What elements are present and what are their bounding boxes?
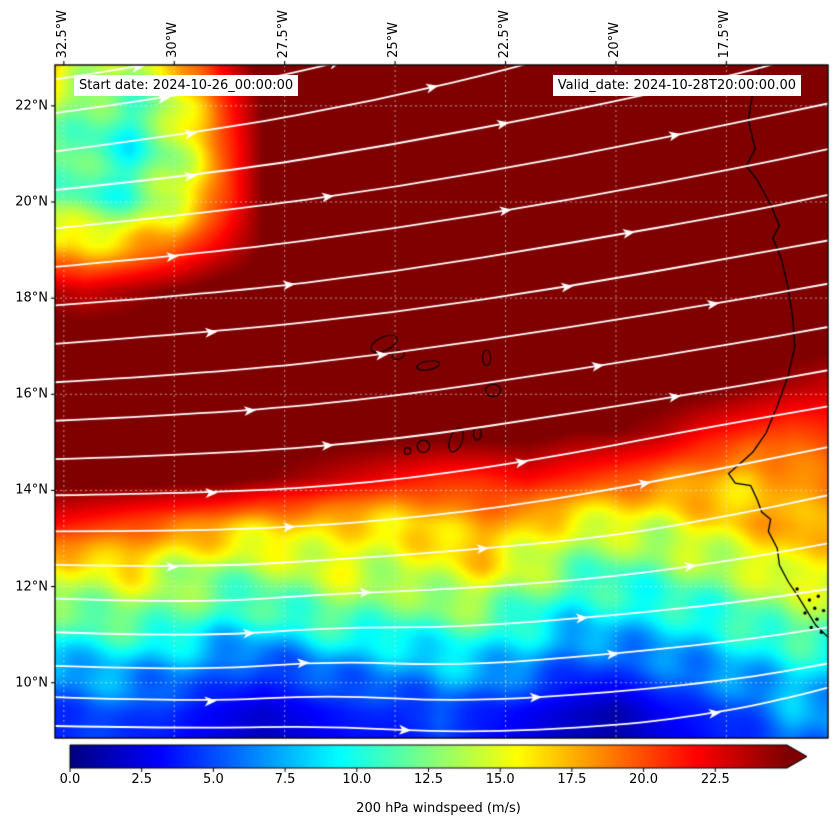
start-date-annotation: Start date: 2024-10-26_00:00:00 (74, 75, 299, 96)
x-tick-label: 32.5°W (54, 9, 70, 58)
colorbar-tick-label: 12.5 (414, 772, 443, 787)
colorbar-tick-label: 2.5 (131, 772, 153, 787)
x-tick-label: 17.5°W (717, 9, 733, 58)
y-tick-label: 22°N (15, 98, 48, 114)
x-tick-label: 25°W (386, 22, 402, 58)
colorbar-tick-label: 5.0 (203, 772, 224, 787)
y-tick-label: 16°N (15, 386, 48, 402)
x-tick-label: 27.5°W (275, 9, 291, 58)
colorbar-tick-label: 7.5 (274, 772, 296, 787)
colorbar-tick-label: 20.0 (629, 772, 659, 787)
colorbar-tick-label: 10.0 (342, 772, 372, 787)
x-tick-label: 22.5°W (496, 9, 512, 58)
y-tick-label: 14°N (15, 482, 48, 498)
colorbar-tick-label: 22.5 (700, 772, 730, 787)
y-tick-label: 20°N (15, 194, 48, 210)
y-tick-label: 12°N (15, 579, 48, 595)
colorbar-tick-label: 17.5 (557, 772, 587, 787)
y-tick-label: 18°N (15, 290, 48, 306)
colorbar-tick-label: 0.0 (59, 772, 81, 787)
colorbar-tick-label: 15.0 (485, 772, 515, 787)
valid-date-annotation: Valid_date: 2024-10-28T20:00:00.00 (552, 75, 801, 96)
colorbar-label: 200 hPa windspeed (m/s) (356, 801, 521, 816)
x-tick-label: 20°W (606, 22, 622, 58)
y-tick-label: 10°N (15, 675, 48, 691)
x-tick-label: 30°W (165, 22, 181, 58)
